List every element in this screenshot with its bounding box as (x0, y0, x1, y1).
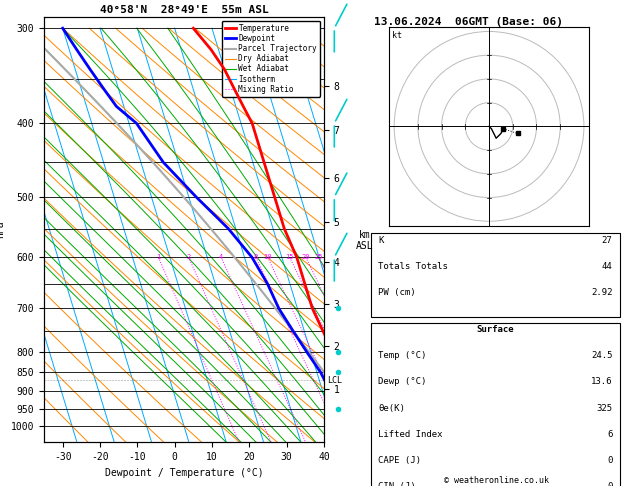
Text: CAPE (J): CAPE (J) (378, 456, 421, 465)
Text: 10: 10 (264, 254, 272, 260)
Text: © weatheronline.co.uk: © weatheronline.co.uk (445, 476, 549, 485)
Text: Temp (°C): Temp (°C) (378, 351, 426, 360)
Text: 15: 15 (286, 254, 294, 260)
Text: LCL: LCL (326, 376, 342, 384)
X-axis label: Dewpoint / Temperature (°C): Dewpoint / Temperature (°C) (104, 468, 264, 478)
Text: 0: 0 (607, 456, 613, 465)
Text: Dewp (°C): Dewp (°C) (378, 377, 426, 386)
Text: PW (cm): PW (cm) (378, 288, 416, 297)
Text: θe(K): θe(K) (378, 403, 405, 413)
Text: 4: 4 (219, 254, 223, 260)
Text: 8: 8 (254, 254, 258, 260)
Text: 2.92: 2.92 (591, 288, 613, 297)
Y-axis label: hPa: hPa (0, 221, 5, 239)
Bar (370, 324, 620, 486)
Y-axis label: km
ASL: km ASL (356, 230, 374, 251)
Legend: Temperature, Dewpoint, Parcel Trajectory, Dry Adiabat, Wet Adiabat, Isotherm, Mi: Temperature, Dewpoint, Parcel Trajectory… (221, 21, 320, 97)
Text: 25: 25 (314, 254, 323, 260)
Text: CIN (J): CIN (J) (378, 483, 416, 486)
Text: 2: 2 (187, 254, 191, 260)
Text: Surface: Surface (477, 325, 514, 334)
Text: Totals Totals: Totals Totals (378, 262, 448, 271)
Text: 20: 20 (302, 254, 310, 260)
Text: 13.6: 13.6 (591, 377, 613, 386)
Text: 24.5: 24.5 (591, 351, 613, 360)
Text: 6: 6 (607, 430, 613, 439)
Text: 27: 27 (602, 236, 613, 245)
Text: Lifted Index: Lifted Index (378, 430, 443, 439)
Text: 0: 0 (607, 483, 613, 486)
Title: 40°58'N  28°49'E  55m ASL: 40°58'N 28°49'E 55m ASL (99, 5, 269, 15)
Bar (370, 233, 620, 317)
Text: 13.06.2024  06GMT (Base: 06): 13.06.2024 06GMT (Base: 06) (374, 17, 563, 27)
Text: K: K (378, 236, 384, 245)
Text: 44: 44 (602, 262, 613, 271)
Text: kt: kt (392, 32, 402, 40)
Text: 1: 1 (157, 254, 160, 260)
Text: 325: 325 (596, 403, 613, 413)
